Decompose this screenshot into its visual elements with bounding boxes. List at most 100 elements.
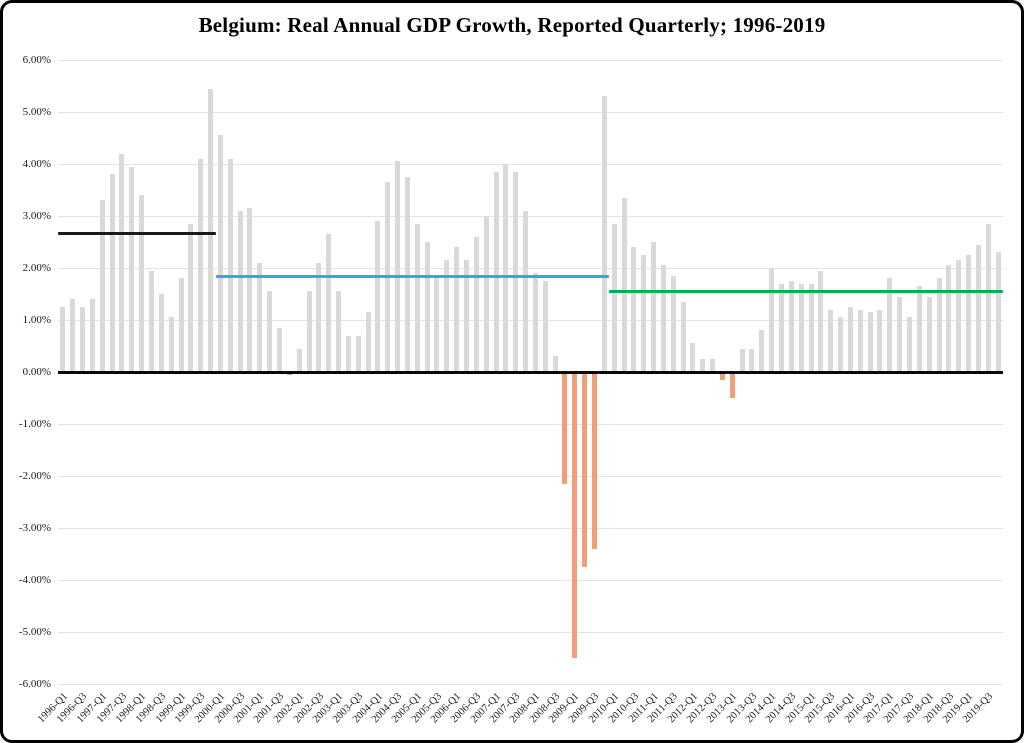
gridline <box>58 527 1003 529</box>
average-reference-line <box>609 290 1003 293</box>
bar <box>70 299 76 372</box>
bar <box>316 262 322 372</box>
bar <box>198 158 204 372</box>
bar <box>532 273 538 372</box>
plot-area <box>58 59 1003 685</box>
bar <box>109 174 115 372</box>
zero-axis-line <box>58 370 1003 374</box>
bar <box>769 268 775 372</box>
bar <box>424 242 430 372</box>
bar <box>404 177 410 372</box>
gridline <box>58 631 1003 633</box>
bar <box>631 247 637 372</box>
bar <box>906 317 912 372</box>
bar <box>473 236 479 372</box>
chart-title: Belgium: Real Annual GDP Growth, Reporte… <box>198 13 826 37</box>
bar <box>946 265 952 372</box>
bar <box>877 309 883 372</box>
bar <box>838 317 844 372</box>
bar <box>710 359 716 372</box>
bar <box>867 312 873 372</box>
y-tick-label: 1.00% <box>22 313 51 326</box>
y-tick-label: 0.00% <box>22 365 51 378</box>
bar <box>375 221 381 372</box>
y-tick-label: -6.00% <box>18 677 51 690</box>
bar <box>158 294 164 372</box>
bar <box>296 348 302 372</box>
gridline <box>58 163 1003 165</box>
y-tick-label: -4.00% <box>18 573 51 586</box>
bar <box>788 281 794 372</box>
bar <box>188 223 194 372</box>
bar <box>208 88 214 372</box>
bar <box>247 208 253 372</box>
y-tick-label: -2.00% <box>18 469 51 482</box>
bar <box>129 166 135 372</box>
bar <box>454 247 460 372</box>
gridline <box>58 579 1003 581</box>
bar <box>434 278 440 372</box>
bar <box>847 307 853 372</box>
bar <box>542 281 548 372</box>
bar <box>985 223 991 372</box>
y-tick-label: -1.00% <box>18 417 51 430</box>
bar <box>818 270 824 372</box>
bar <box>276 327 282 372</box>
bar <box>99 200 105 372</box>
bar <box>641 255 647 372</box>
bar <box>729 372 735 398</box>
bar <box>483 216 489 372</box>
y-tick-label: 6.00% <box>22 53 51 66</box>
bar <box>414 223 420 372</box>
bar <box>798 283 804 372</box>
bar <box>700 359 706 372</box>
bar <box>995 252 1001 372</box>
bar <box>779 283 785 372</box>
bar <box>267 291 273 372</box>
bar <box>601 96 607 372</box>
bar <box>503 164 509 372</box>
bar <box>975 244 981 372</box>
bar <box>80 307 86 372</box>
bar <box>355 335 361 372</box>
y-tick-label: -3.00% <box>18 521 51 534</box>
bar <box>936 278 942 372</box>
bar <box>828 309 834 372</box>
bar <box>217 135 223 372</box>
bar <box>513 171 519 372</box>
bar <box>591 372 597 549</box>
y-tick-label: 4.00% <box>22 157 51 170</box>
bar <box>178 278 184 372</box>
bar <box>493 171 499 372</box>
gridline <box>58 59 1003 61</box>
bar <box>227 158 233 372</box>
bar <box>257 262 263 372</box>
bar <box>60 307 66 372</box>
bar <box>562 372 568 484</box>
bar <box>149 270 155 372</box>
gridline <box>58 319 1003 321</box>
bar <box>237 210 243 372</box>
gridline <box>58 683 1003 685</box>
bar <box>395 161 401 372</box>
bar <box>306 291 312 372</box>
gridline <box>58 475 1003 477</box>
y-tick-label: 2.00% <box>22 261 51 274</box>
bar <box>89 299 95 372</box>
bar <box>857 309 863 372</box>
bar <box>621 197 627 372</box>
average-reference-line <box>215 275 610 278</box>
bar <box>464 260 470 372</box>
gridline <box>58 215 1003 217</box>
bar <box>966 255 972 372</box>
bar <box>719 372 725 380</box>
bar <box>139 195 145 372</box>
bar <box>168 317 174 372</box>
bar <box>345 335 351 372</box>
y-tick-label: -5.00% <box>18 625 51 638</box>
bar <box>759 330 765 372</box>
bar <box>916 286 922 372</box>
bar <box>365 312 371 372</box>
bar <box>887 278 893 372</box>
